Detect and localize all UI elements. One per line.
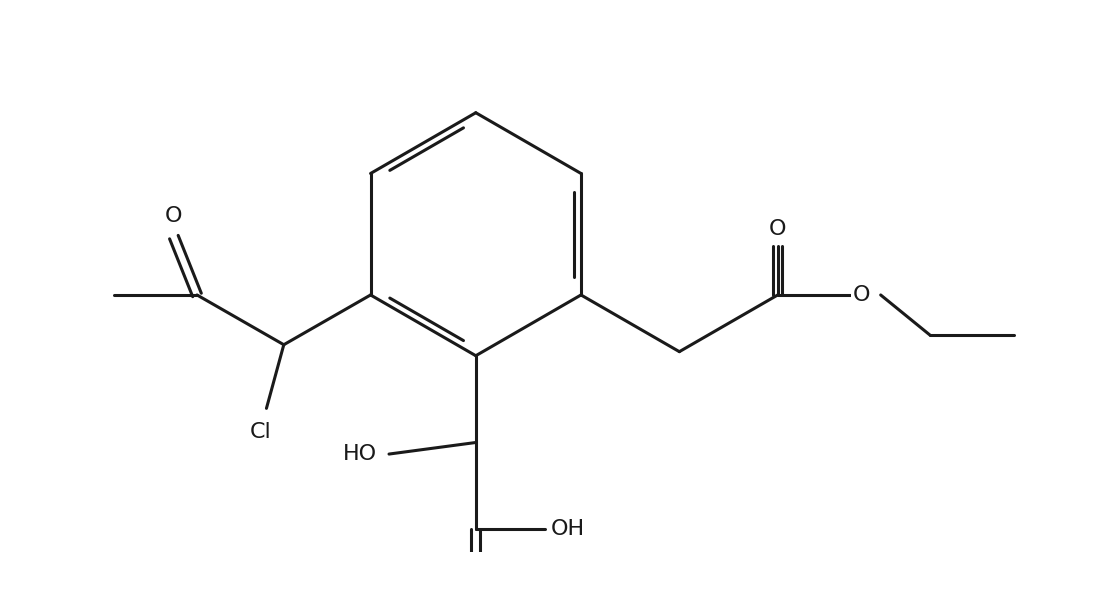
- Text: O: O: [852, 285, 869, 305]
- Text: O: O: [165, 206, 183, 225]
- Text: HO: HO: [344, 444, 378, 464]
- Text: O: O: [769, 219, 787, 239]
- Text: OH: OH: [551, 519, 585, 539]
- Text: Cl: Cl: [250, 422, 271, 443]
